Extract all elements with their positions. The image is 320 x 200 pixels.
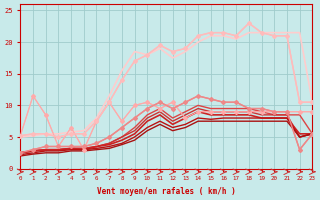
X-axis label: Vent moyen/en rafales ( km/h ): Vent moyen/en rafales ( km/h )	[97, 187, 236, 196]
